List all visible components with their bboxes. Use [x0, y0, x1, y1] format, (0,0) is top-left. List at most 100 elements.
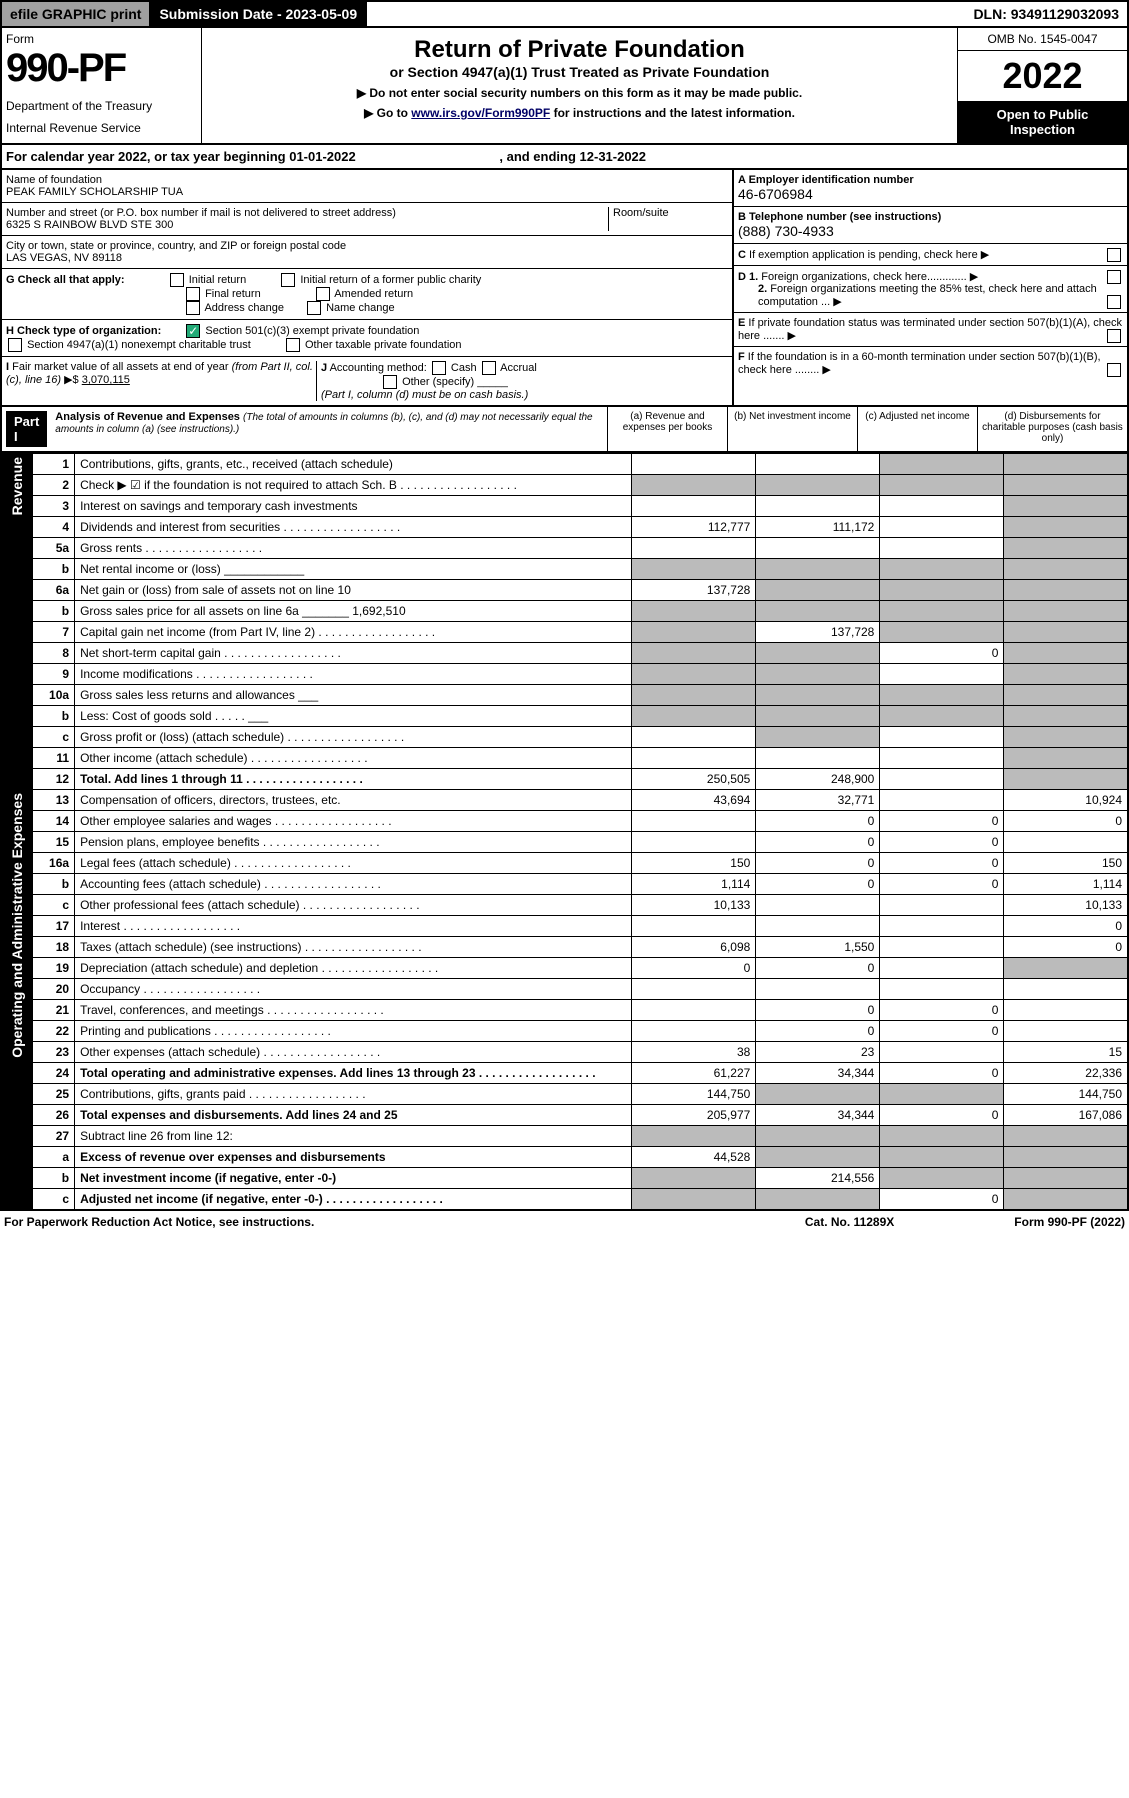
part1-badge: Part I — [6, 411, 47, 447]
line-num: 12 — [33, 769, 75, 790]
cell-a: 44,528 — [632, 1147, 756, 1168]
cell-b — [756, 559, 880, 580]
checkbox-accrual[interactable] — [482, 361, 496, 375]
checkbox-other-tax[interactable] — [286, 338, 300, 352]
checkbox-e[interactable] — [1107, 329, 1121, 343]
i-label: I — [6, 361, 9, 373]
checkbox-cash[interactable] — [432, 361, 446, 375]
line-label: Less: Cost of goods sold . . . . . ___ — [75, 706, 632, 727]
cell-d — [1004, 622, 1128, 643]
cell-d: 22,336 — [1004, 1063, 1128, 1084]
cell-c — [880, 685, 1004, 706]
checkbox-final[interactable] — [186, 287, 200, 301]
cell-d — [1004, 748, 1128, 769]
line-num: 5a — [33, 538, 75, 559]
cell-a: 144,750 — [632, 1084, 756, 1105]
cell-d — [1004, 643, 1128, 664]
checkbox-initial-former[interactable] — [281, 273, 295, 287]
city-label: City or town, state or province, country… — [6, 240, 728, 252]
cell-c: 0 — [880, 1105, 1004, 1126]
checkbox-501c3[interactable] — [186, 324, 200, 338]
cell-a: 150 — [632, 853, 756, 874]
opt-address: Address change — [204, 302, 284, 314]
line-label: Contributions, gifts, grants, etc., rece… — [75, 454, 632, 475]
cell-d: 10,924 — [1004, 790, 1128, 811]
line-num: 3 — [33, 496, 75, 517]
cell-c: 0 — [880, 1063, 1004, 1084]
checkbox-initial-return[interactable] — [170, 273, 184, 287]
cell-d — [1004, 1021, 1128, 1042]
cell-c — [880, 748, 1004, 769]
cell-b: 32,771 — [756, 790, 880, 811]
cell-a — [632, 538, 756, 559]
cell-d: 144,750 — [1004, 1084, 1128, 1105]
cell-d — [1004, 1147, 1128, 1168]
cell-b — [756, 706, 880, 727]
checkbox-d1[interactable] — [1107, 270, 1121, 284]
h-label: H Check type of organization: — [6, 325, 161, 337]
line-num: b — [33, 601, 75, 622]
cell-a: 61,227 — [632, 1063, 756, 1084]
line-label: Excess of revenue over expenses and disb… — [75, 1147, 632, 1168]
cell-b — [756, 580, 880, 601]
checkbox-4947[interactable] — [8, 338, 22, 352]
line-label: Net rental income or (loss) ____________ — [75, 559, 632, 580]
line-num: 9 — [33, 664, 75, 685]
line-label: Interest on savings and temporary cash i… — [75, 496, 632, 517]
line-num: 23 — [33, 1042, 75, 1063]
cell-a — [632, 1000, 756, 1021]
checkbox-address[interactable] — [186, 301, 200, 315]
line-label: Capital gain net income (from Part IV, l… — [75, 622, 632, 643]
cell-d — [1004, 496, 1128, 517]
line-label: Contributions, gifts, grants paid — [75, 1084, 632, 1105]
checkbox-d2[interactable] — [1107, 295, 1121, 309]
submission-date: Submission Date - 2023-05-09 — [149, 2, 367, 26]
opt-final: Final return — [205, 288, 261, 300]
line-label: Taxes (attach schedule) (see instruction… — [75, 937, 632, 958]
line-num: 15 — [33, 832, 75, 853]
checkbox-amended[interactable] — [316, 287, 330, 301]
line-label: Gross rents — [75, 538, 632, 559]
cell-a — [632, 496, 756, 517]
irs-link[interactable]: www.irs.gov/Form990PF — [411, 106, 550, 120]
cell-d: 167,086 — [1004, 1105, 1128, 1126]
opt-initial: Initial return — [189, 274, 246, 286]
cell-a — [632, 1021, 756, 1042]
line-label: Gross sales less returns and allowances … — [75, 685, 632, 706]
checkbox-f[interactable] — [1107, 363, 1121, 377]
checkbox-c[interactable] — [1107, 248, 1121, 262]
cell-c — [880, 475, 1004, 496]
line-label: Total expenses and disbursements. Add li… — [75, 1105, 632, 1126]
line-label: Net gain or (loss) from sale of assets n… — [75, 580, 632, 601]
cell-a — [632, 1189, 756, 1211]
cell-b — [756, 748, 880, 769]
opt-othertax: Other taxable private foundation — [305, 339, 462, 351]
cell-c — [880, 1084, 1004, 1105]
line-label: Subtract line 26 from line 12: — [75, 1126, 632, 1147]
opt-name: Name change — [326, 302, 395, 314]
line-label: Check ▶ ☑ if the foundation is not requi… — [75, 475, 632, 496]
checkbox-name[interactable] — [307, 301, 321, 315]
cell-c — [880, 1042, 1004, 1063]
line-num: 20 — [33, 979, 75, 1000]
cal-begin: For calendar year 2022, or tax year begi… — [6, 149, 356, 164]
line-label: Net short-term capital gain — [75, 643, 632, 664]
cell-b: 0 — [756, 853, 880, 874]
cell-a — [632, 1126, 756, 1147]
cell-a — [632, 1168, 756, 1189]
checkbox-other-method[interactable] — [383, 375, 397, 389]
cell-d — [1004, 580, 1128, 601]
ein: 46-6706984 — [738, 186, 1123, 202]
line-num: c — [33, 1189, 75, 1211]
efile-label[interactable]: efile GRAPHIC print — [2, 2, 149, 26]
cell-b: 0 — [756, 874, 880, 895]
cell-c: 0 — [880, 643, 1004, 664]
cell-c — [880, 979, 1004, 1000]
cell-b: 34,344 — [756, 1105, 880, 1126]
part1-title: Analysis of Revenue and Expenses — [55, 411, 240, 423]
revenue-sidebar: Revenue — [1, 454, 33, 790]
line-num: 26 — [33, 1105, 75, 1126]
line-label: Occupancy — [75, 979, 632, 1000]
cell-c — [880, 706, 1004, 727]
opt-accrual: Accrual — [500, 362, 537, 374]
